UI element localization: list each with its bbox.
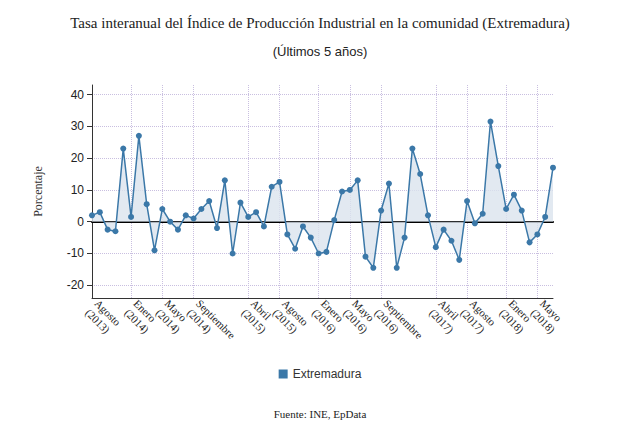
svg-text:(2016): (2016) [372,306,402,336]
svg-text:(2015): (2015) [239,306,269,336]
svg-text:-20: -20 [67,278,85,292]
svg-text:(2015): (2015) [270,306,300,336]
svg-text:(2014): (2014) [153,306,183,336]
svg-text:(2017): (2017) [458,306,488,336]
svg-text:Abril: Abril [436,297,461,322]
svg-text:(2016): (2016) [309,306,339,336]
svg-text:Mayo: Mayo [350,297,377,324]
svg-text:(2013): (2013) [82,306,112,336]
svg-text:Septiembre: Septiembre [381,297,426,341]
svg-text:Agosto: Agosto [279,297,311,329]
svg-text:Agosto: Agosto [467,297,499,329]
svg-text:Abril: Abril [248,297,274,322]
svg-text:Mayo: Mayo [162,297,190,324]
svg-text:(2014): (2014) [184,306,214,336]
svg-text:Mayo: Mayo [537,297,565,324]
svg-text:(2018): (2018) [528,306,558,336]
svg-text:20: 20 [71,151,85,165]
svg-text:Enero: Enero [131,297,159,325]
svg-text:0: 0 [77,215,84,229]
svg-text:Fuente: INE, EpData: Fuente: INE, EpData [274,408,367,420]
svg-text:10: 10 [71,183,85,197]
svg-text:(2017): (2017) [426,306,456,336]
svg-text:Enero: Enero [318,297,346,325]
svg-text:30: 30 [71,119,85,133]
svg-text:(2016): (2016) [340,306,370,336]
svg-text:(2018): (2018) [497,306,527,336]
svg-text:-10: -10 [67,246,85,260]
svg-text:Extremadura: Extremadura [293,367,362,381]
svg-text:Septiembre: Septiembre [193,297,238,341]
svg-text:Porcentaje: Porcentaje [31,166,45,217]
svg-text:40: 40 [71,88,85,102]
svg-text:Enero: Enero [506,297,534,325]
svg-text:Tasa interanual del Índice de: Tasa interanual del Índice de Producción… [70,15,570,32]
svg-text:(Últimos 5 años): (Últimos 5 años) [273,44,368,59]
svg-text:Agosto: Agosto [92,297,124,329]
svg-text:(2014): (2014) [122,306,152,336]
